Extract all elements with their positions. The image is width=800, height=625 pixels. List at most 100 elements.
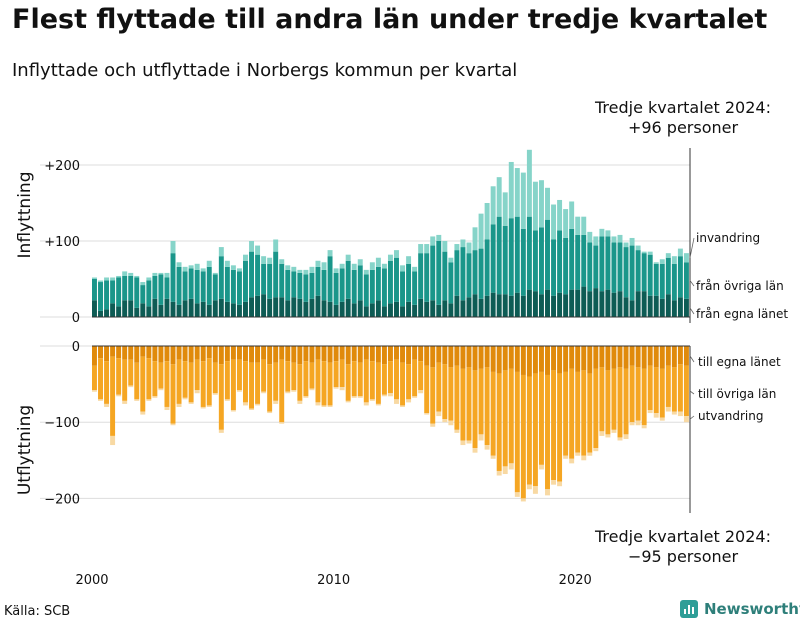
outflow-bar-utvandring: [243, 402, 248, 406]
outflow-bar-ovriga-lan: [653, 367, 659, 414]
outflow-bar-egna-lanet: [653, 346, 659, 368]
inflow-bar-invandring: [261, 256, 267, 264]
outflow-bar-egna-lanet: [110, 346, 116, 357]
inflow-bar-ovriga-lan: [605, 236, 611, 290]
outflow-bar-utvandring: [448, 420, 454, 426]
outflow-bar-ovriga-lan: [647, 365, 653, 411]
outflow-bar-utvandring: [381, 394, 387, 397]
inflow-bar-ovriga-lan: [575, 234, 581, 290]
outflow-bar-ovriga-lan: [333, 361, 339, 388]
outflow-bar-ovriga-lan: [418, 361, 424, 391]
outflow-bar-utvandring: [430, 423, 436, 427]
outflow-bar-egna-lanet: [617, 346, 623, 368]
outflow-bar-egna-lanet: [267, 346, 273, 365]
inflow-bar-invandring: [677, 248, 683, 257]
inflow-bar-egna-lanet: [345, 298, 351, 317]
outflow-bar-ovriga-lan: [563, 371, 569, 456]
outflow-bar-utvandring: [653, 413, 659, 418]
inflow-bar-ovriga-lan: [532, 230, 538, 292]
inflow-bar-invandring: [460, 239, 466, 248]
outflow-bar-egna-lanet: [599, 346, 605, 368]
inflow-bar-ovriga-lan: [526, 216, 532, 290]
inflow-bar-egna-lanet: [605, 289, 611, 317]
inflow-bar-ovriga-lan: [230, 269, 236, 304]
outflow-bar-ovriga-lan: [261, 359, 267, 392]
outflow-bar-utvandring: [128, 385, 134, 388]
outflow-bar-egna-lanet: [569, 346, 575, 369]
inflow-bar-invandring: [249, 241, 254, 252]
x-tick-label: 2000: [75, 573, 108, 588]
outflow-bar-ovriga-lan: [671, 367, 677, 412]
outflow-bar-utvandring: [146, 399, 152, 401]
outflow-bar-egna-lanet: [357, 346, 363, 363]
inflow-bar-ovriga-lan: [520, 228, 526, 296]
series-label-invandring: invandring: [696, 231, 760, 245]
inflow-bar-egna-lanet: [520, 295, 526, 317]
inflow-bar-invandring: [194, 263, 200, 270]
x-tick-label: 2010: [317, 573, 350, 588]
inflow-bar-invandring: [647, 251, 653, 255]
inflow-bar-egna-lanet: [182, 300, 188, 317]
outflow-bar-ovriga-lan: [520, 374, 526, 499]
inflow-bar-ovriga-lan: [430, 245, 436, 301]
inflow-bar-invandring: [176, 262, 182, 267]
inflow-bar-egna-lanet: [134, 307, 140, 317]
inflow-bar-invandring: [635, 245, 641, 251]
inflow-bar-ovriga-lan: [309, 272, 315, 299]
inflow-bar-invandring: [442, 241, 448, 252]
inflow-bar-ovriga-lan: [92, 279, 97, 301]
inflow-bar-ovriga-lan: [291, 271, 297, 298]
outflow-bar-utvandring: [98, 399, 103, 401]
outflow-bar-ovriga-lan: [321, 361, 327, 406]
inflow-bar-invandring: [454, 244, 460, 251]
brand[interactable]: Newsworthy: [680, 600, 800, 618]
inflow-bar-egna-lanet: [152, 298, 158, 317]
outflow-bar-egna-lanet: [351, 346, 357, 362]
inflow-bar-invandring: [514, 168, 520, 217]
outflow-bar-ovriga-lan: [92, 365, 97, 391]
outflow-bar-utvandring: [164, 406, 170, 411]
outflow-bar-ovriga-lan: [116, 358, 122, 395]
outflow-bar-utvandring: [545, 489, 550, 496]
inflow-bar-ovriga-lan: [158, 274, 164, 305]
outflow-bar-egna-lanet: [339, 346, 345, 360]
outflow-bar-ovriga-lan: [345, 364, 351, 401]
inflow-bar-egna-lanet: [671, 300, 677, 317]
inflow-bar-ovriga-lan: [212, 274, 218, 301]
inflow-bar-ovriga-lan: [182, 271, 188, 301]
outflow-bar-utvandring: [436, 411, 442, 417]
inflow-bar-egna-lanet: [587, 291, 593, 317]
outflow-bar-egna-lanet: [581, 346, 587, 371]
outflow-bar-egna-lanet: [387, 346, 393, 362]
inflow-bar-invandring: [653, 262, 659, 264]
outflow-bar-egna-lanet: [140, 346, 146, 357]
outflow-bar-egna-lanet: [424, 346, 430, 366]
outflow-bar-egna-lanet: [502, 346, 508, 371]
outflow-bar-utvandring: [249, 408, 254, 410]
inflow-bar-ovriga-lan: [611, 242, 617, 293]
inflow-bars: [92, 149, 689, 317]
inflow-bar-egna-lanet: [327, 301, 333, 317]
outflow-bar-utvandring: [339, 387, 345, 391]
y-tick-label: −100: [44, 416, 80, 431]
outflow-bar-ovriga-lan: [617, 367, 623, 438]
inflow-bar-ovriga-lan: [321, 269, 327, 301]
y-tick-label: 0: [72, 311, 80, 326]
inflow-bar-egna-lanet: [303, 301, 309, 317]
inflow-bar-egna-lanet: [212, 300, 218, 317]
annotation-q3-2024-outflow: Tredje kvartalet 2024: −95 personer: [578, 527, 788, 567]
outflow-bar-ovriga-lan: [303, 361, 309, 397]
outflow-bar-egna-lanet: [303, 346, 309, 362]
outflow-bar-ovriga-lan: [236, 359, 242, 391]
outflow-bar-utvandring: [418, 390, 424, 394]
outflow-bar-egna-lanet: [442, 346, 448, 365]
outflow-bar-ovriga-lan: [659, 368, 665, 418]
inflow-bar-ovriga-lan: [176, 266, 182, 305]
outflow-bar-utvandring: [279, 422, 285, 424]
inflow-bar-invandring: [490, 186, 496, 225]
outflow-bar-ovriga-lan: [394, 359, 399, 400]
y-axis-title-outflow: Utflyttning: [15, 405, 35, 495]
inflow-bar-ovriga-lan: [514, 216, 520, 293]
outflow-bar-utvandring: [394, 399, 399, 404]
